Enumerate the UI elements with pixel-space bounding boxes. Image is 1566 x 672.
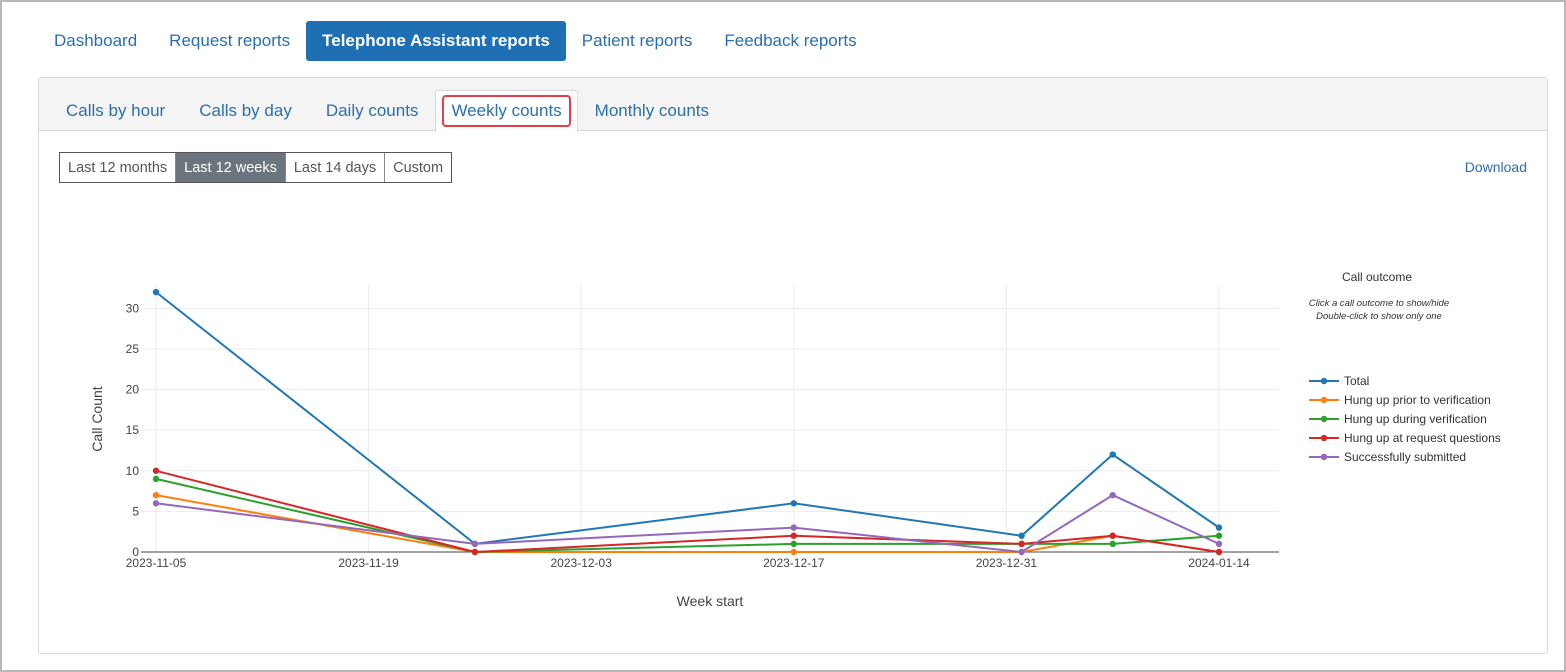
data-point [1018, 548, 1025, 556]
x-axis-title: Week start [677, 593, 744, 609]
data-point [1109, 532, 1116, 539]
range-last-12-weeks-button[interactable]: Last 12 weeks [176, 153, 286, 182]
data-point [152, 475, 160, 483]
range-last-12-months-button[interactable]: Last 12 months [60, 153, 177, 182]
data-point [471, 548, 479, 556]
legend-hint-line1: Click a call outcome to show/hide [1309, 298, 1449, 309]
date-range-selector: Last 12 months Last 12 weeks Last 14 day… [59, 152, 453, 183]
y-tick-label: 10 [126, 464, 140, 478]
legend-swatch-marker[interactable] [1320, 377, 1328, 385]
y-axis-title: Call Count [89, 386, 105, 451]
nav-tab-patient-reports[interactable]: Patient reports [581, 31, 693, 50]
data-point [1215, 524, 1223, 531]
data-point [1215, 540, 1223, 548]
legend-item-label[interactable]: Hung up during verification [1344, 412, 1487, 426]
legend-swatch-marker[interactable] [1320, 415, 1328, 423]
tab-weekly-counts[interactable]: Weekly counts [435, 90, 578, 132]
data-point [471, 540, 479, 548]
data-point [1109, 540, 1116, 548]
report-panel-header: Calls by hour Calls by day Daily counts … [39, 78, 1547, 132]
x-tick-label: 2023-12-31 [976, 556, 1038, 570]
download-link[interactable]: Download [1464, 159, 1527, 175]
tab-calls-by-day[interactable]: Calls by day [199, 101, 292, 120]
tab-calls-by-hour[interactable]: Calls by hour [66, 101, 166, 120]
range-custom-button[interactable]: Custom [385, 153, 452, 182]
legend-item-label[interactable]: Successfully submitted [1344, 450, 1466, 464]
nav-tab-telephone-assistant-reports[interactable]: Telephone Assistant reports [306, 21, 566, 61]
data-point [152, 491, 160, 499]
data-point [790, 532, 797, 539]
data-point [790, 524, 797, 531]
data-point [1215, 548, 1223, 556]
legend-hint-line2: Double-click to show only one [1316, 311, 1442, 322]
data-point [152, 500, 160, 507]
legend-item-label[interactable]: Total [1344, 374, 1369, 388]
x-tick-label: 2023-12-03 [551, 556, 613, 570]
legend-swatch-marker[interactable] [1320, 453, 1328, 461]
legend-swatch-marker[interactable] [1320, 396, 1328, 404]
data-point [1109, 491, 1116, 499]
y-tick-label: 5 [132, 504, 139, 518]
y-tick-label: 20 [126, 383, 140, 397]
series-line-5 [155, 494, 1220, 554]
legend-item-label[interactable]: Hung up at request questions [1344, 431, 1501, 445]
y-tick-label: 15 [126, 423, 140, 437]
nav-tab-request-reports[interactable]: Request reports [169, 31, 291, 50]
y-tick-label: 30 [126, 301, 140, 315]
data-point [1109, 451, 1116, 458]
x-tick-label: 2023-11-05 [126, 556, 187, 570]
legend-swatch-marker[interactable] [1320, 434, 1328, 442]
tab-weekly-counts-label: Weekly counts [442, 95, 571, 127]
y-tick-label: 0 [132, 545, 139, 559]
nav-tab-dashboard[interactable]: Dashboard [54, 31, 138, 50]
data-point [790, 540, 797, 548]
data-point [1018, 540, 1025, 548]
x-tick-label: 2023-12-17 [763, 556, 825, 570]
weekly-counts-chart: 0 5 10 15 20 25 30 2023-11-05 2023-11-19 2023-12-… [89, 270, 1501, 609]
main-nav: Dashboard Request reports Telephone Assi… [38, 21, 873, 61]
report-panel: Calls by hour Calls by day Daily counts … [38, 77, 1548, 654]
tab-daily-counts[interactable]: Daily counts [325, 101, 419, 120]
tab-monthly-counts[interactable]: Monthly counts [594, 101, 710, 120]
data-point [1215, 532, 1223, 539]
data-point [1018, 532, 1025, 539]
data-point [152, 288, 160, 296]
series-line-3 [155, 477, 1220, 554]
report-subnav: Calls by hour Calls by day Daily counts … [49, 90, 726, 132]
data-point [152, 467, 160, 474]
legend-item-label[interactable]: Hung up prior to verification [1344, 393, 1491, 407]
data-point [790, 548, 797, 556]
legend-title: Call outcome [1342, 270, 1412, 284]
y-tick-label: 25 [126, 342, 140, 356]
series-line-1 [155, 291, 1220, 545]
range-last-14-days-button[interactable]: Last 14 days [285, 153, 386, 182]
data-point [790, 500, 797, 507]
x-tick-label: 2024-01-14 [1188, 556, 1250, 570]
x-tick-label: 2023-11-19 [338, 556, 399, 570]
nav-tab-feedback-reports[interactable]: Feedback reports [724, 31, 857, 50]
